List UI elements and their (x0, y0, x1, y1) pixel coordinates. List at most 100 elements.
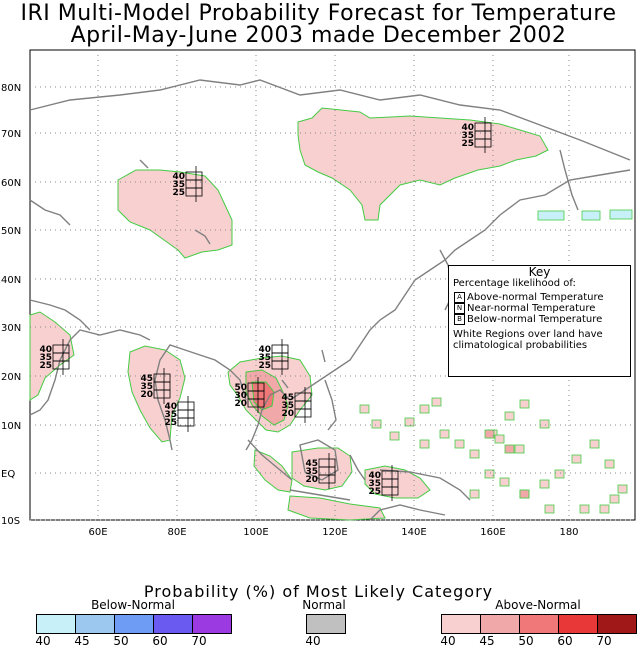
probability-value: 50 (234, 383, 247, 393)
probability-cell (153, 389, 171, 399)
legend-swatch (559, 615, 598, 633)
legend-title: Probability (%) of Most Likely Category (143, 582, 494, 601)
lon-label: 100E (243, 527, 268, 538)
forecast-region (117, 169, 233, 259)
legend-tick-label: 45 (74, 634, 90, 648)
forecast-cell (469, 449, 480, 459)
legend-tick-label: 40 (35, 634, 51, 648)
legend-swatch (37, 615, 76, 633)
lat-label: EQ (1, 469, 15, 480)
legend-swatch (307, 615, 345, 633)
lon-label: 60E (88, 527, 107, 538)
probability-cell (177, 417, 195, 427)
below-normal-cell (581, 210, 601, 221)
lat-label: 30N (1, 323, 21, 334)
probability-value: 30 (234, 391, 247, 401)
probability-cell (294, 408, 312, 418)
forecast-cell (514, 444, 525, 454)
legend-below-swatches (36, 614, 232, 634)
lat-label: 80N (1, 83, 21, 94)
forecast-cell (554, 469, 565, 479)
probability-value: 35 (39, 353, 52, 363)
key-note-line1: White Regions over land have (453, 329, 603, 340)
forecast-cell (544, 504, 555, 514)
lon-label: 180 (559, 527, 578, 538)
probability-boxes: 4035254035254035254535204035254035255030… (39, 117, 492, 501)
forecast-region (297, 107, 549, 221)
probability-value: 20 (281, 409, 294, 419)
lat-label: 70N (1, 129, 21, 140)
probability-value: 35 (164, 410, 177, 420)
lon-label: 80E (167, 527, 186, 538)
key-near-label: Near-normal Temperature (467, 303, 596, 314)
forecast-region (291, 447, 353, 491)
legend-normal-label: Normal (302, 598, 346, 612)
legend-tick-label: 70 (191, 634, 207, 648)
probability-value: 25 (368, 487, 381, 497)
forecast-cell (499, 477, 510, 487)
legend-tick-label: 45 (479, 634, 495, 648)
forecast-cell (439, 429, 450, 439)
forecast-cell (484, 469, 495, 479)
legend-swatch (442, 615, 481, 633)
probability-value: 20 (234, 399, 247, 409)
lat-label: 20N (1, 372, 21, 383)
forecast-cell (599, 504, 610, 514)
probability-value: 45 (305, 459, 318, 469)
legend-tick-label: 60 (557, 634, 573, 648)
probability-value: 40 (368, 471, 381, 481)
legend-above-label: Above-Normal (495, 598, 581, 612)
forecast-cell (359, 404, 370, 414)
forecast-cell (539, 419, 550, 429)
probability-cell (185, 187, 203, 197)
probability-value: 25 (172, 188, 185, 198)
probability-value: 25 (461, 139, 474, 149)
probability-value: 25 (39, 361, 52, 371)
legend-tick-label: 40 (440, 634, 456, 648)
probability-value: 35 (258, 353, 271, 363)
probability-cell (52, 360, 70, 370)
map-key: Key Percentage likelihood of: A Above-no… (448, 265, 631, 377)
probability-value: 40 (172, 172, 185, 182)
key-above-item: A Above-normal Temperature (449, 292, 630, 303)
probability-cell (247, 398, 265, 408)
below-normal-cell (609, 209, 633, 220)
legend-tick-label: 50 (518, 634, 534, 648)
probability-value: 35 (281, 401, 294, 411)
key-below-label: Below-normal Temperature (467, 314, 603, 325)
forecast-cell (419, 404, 430, 414)
forecast-cell (617, 484, 628, 494)
forecast-cell (504, 444, 515, 454)
forecast-cell (389, 431, 400, 441)
forecast-cell (431, 397, 442, 407)
forecast-region (287, 495, 386, 521)
forecast-cell (609, 494, 620, 504)
lon-label: 140E (401, 527, 426, 538)
legend-swatch (115, 615, 154, 633)
probability-cell (381, 486, 399, 496)
legend-above-swatches (441, 614, 637, 634)
forecast-cell (419, 439, 430, 449)
latitude-labels: 80N 70N 60N 50N 40N 30N 20N 10N EQ 10S (1, 83, 21, 527)
above-letter-icon: A (454, 292, 465, 303)
forecast-cell (469, 489, 480, 499)
forecast-region (251, 381, 275, 411)
probability-value: 40 (39, 345, 52, 355)
key-near-item: N Near-normal Temperature (449, 303, 630, 314)
forecast-region (29, 311, 75, 401)
legend-below-label: Below-Normal (91, 598, 175, 612)
forecast-cell (454, 439, 465, 449)
below-normal-cell (537, 210, 565, 221)
key-above-label: Above-normal Temperature (467, 292, 604, 303)
probability-value: 35 (368, 479, 381, 489)
lat-label: 60N (1, 178, 21, 189)
probability-value: 45 (140, 374, 153, 384)
probability-value: 35 (305, 467, 318, 477)
